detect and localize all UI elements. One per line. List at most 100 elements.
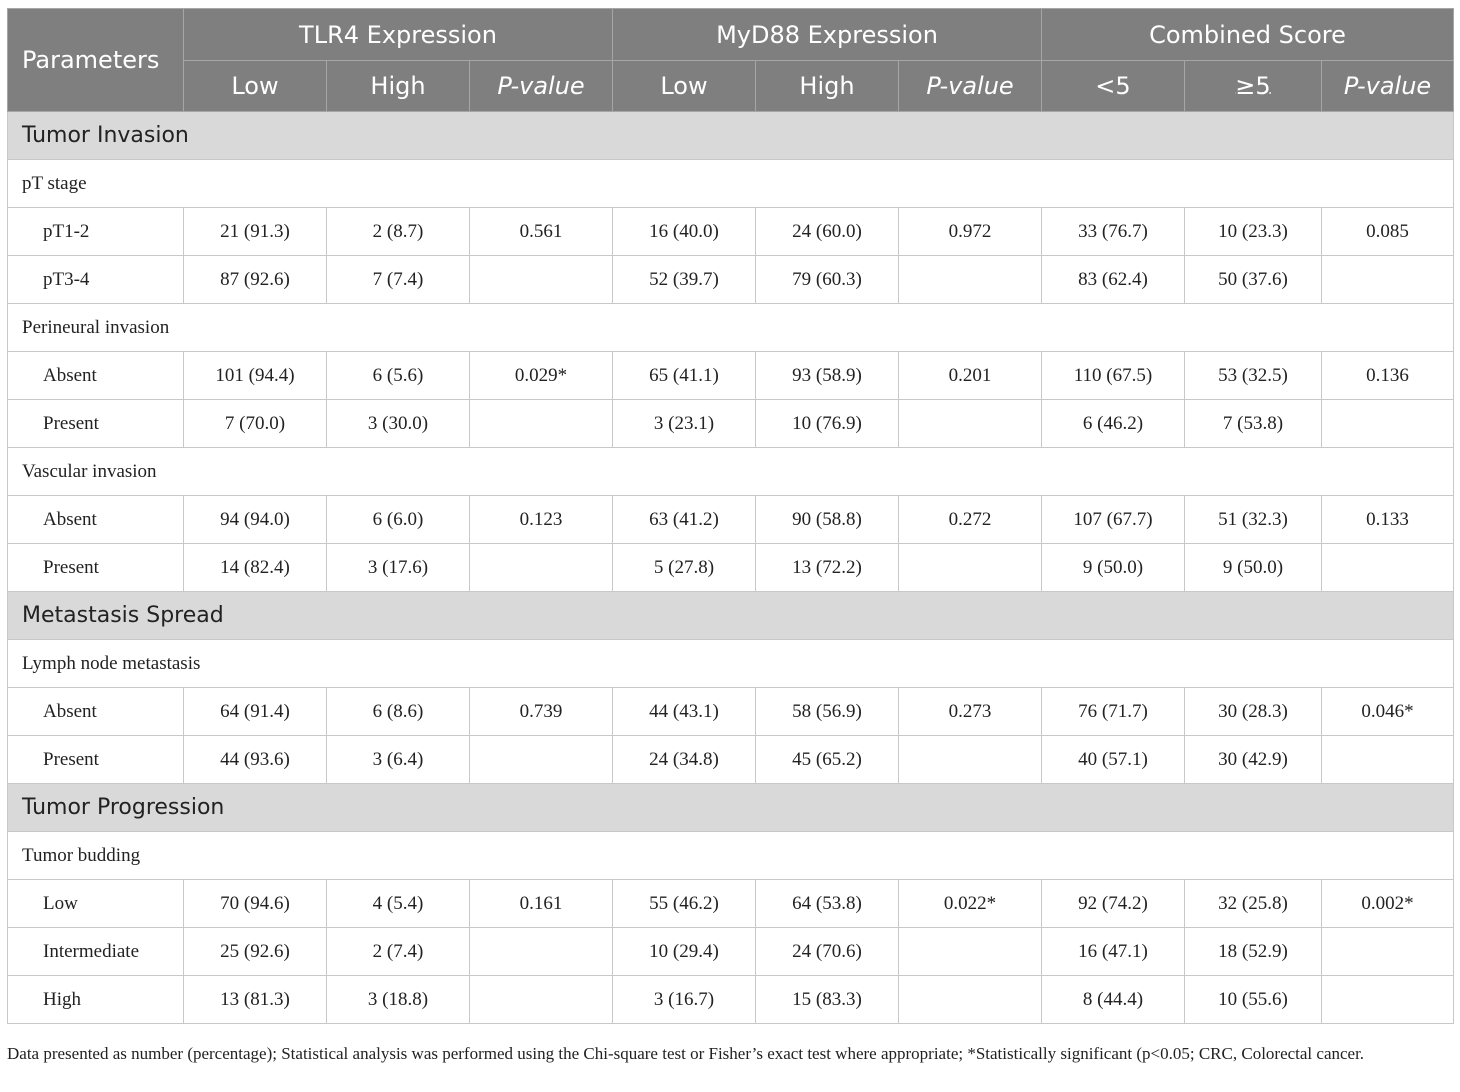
cell-myd88-low: 10 (29.4): [612, 927, 756, 976]
cell-combined-pvalue: 0.046*: [1320, 687, 1455, 736]
parameter-row: Lymph node metastasis: [6, 639, 1455, 688]
cell-myd88-low: 3 (23.1): [612, 399, 756, 448]
cell-combined-ge5: 32 (25.8): [1184, 879, 1322, 928]
section-row: Tumor Progression: [6, 783, 1455, 832]
header-combined-pvalue: P-value: [1320, 60, 1455, 112]
cell-myd88-high: 79 (60.3): [755, 255, 899, 304]
row-label: Intermediate: [7, 927, 184, 976]
cell-tlr4-pvalue: 0.123: [469, 495, 613, 544]
cell-combined-lt5: 9 (50.0): [1041, 543, 1185, 592]
parameter-row: pT stage: [6, 159, 1455, 208]
cell-tlr4-low: 13 (81.3): [183, 975, 327, 1024]
results-table: Parameters TLR4 Expression MyD88 Express…: [6, 8, 1455, 1024]
table-row: Absent 101 (94.4) 6 (5.6) 0.029* 65 (41.1) 93…: [7, 351, 1455, 400]
cell-combined-lt5: 107 (67.7): [1041, 495, 1185, 544]
cell-combined-ge5: 18 (52.9): [1184, 927, 1322, 976]
cell-combined-pvalue: 0.002*: [1320, 879, 1455, 928]
cell-tlr4-high: 3 (18.8): [326, 975, 470, 1024]
cell-myd88-low: 65 (41.1): [612, 351, 756, 400]
cell-combined-pvalue: 0.133: [1320, 495, 1455, 544]
cell-tlr4-high: 4 (5.4): [326, 879, 470, 928]
header-tlr4-low: Low: [183, 60, 327, 112]
cell-combined-lt5: 6 (46.2): [1041, 399, 1185, 448]
header-combined-ge5: ≥5: [1184, 60, 1322, 112]
cell-tlr4-pvalue: [469, 927, 613, 976]
table-row: High 13 (81.3) 3 (18.8) 3 (16.7) 15 (83.3) 8 …: [7, 975, 1455, 1024]
header-myd88-high: High: [755, 60, 899, 112]
cell-tlr4-pvalue: [469, 975, 613, 1024]
cell-combined-lt5: 76 (71.7): [1041, 687, 1185, 736]
table-row: pT1-2 21 (91.3) 2 (8.7) 0.561 16 (40.0) 24 (6…: [7, 207, 1455, 256]
cell-combined-ge5: 10 (55.6): [1184, 975, 1322, 1024]
section-title: Tumor Progression: [6, 783, 1455, 832]
section-row: Tumor Invasion: [6, 111, 1455, 160]
table-body: Tumor Invasion pT stage pT1-2 21 (91.3) 2 (8…: [6, 111, 1455, 1024]
cell-myd88-high: 10 (76.9): [755, 399, 899, 448]
cell-combined-lt5: 92 (74.2): [1041, 879, 1185, 928]
cell-tlr4-pvalue: [469, 399, 613, 448]
cell-combined-lt5: 110 (67.5): [1041, 351, 1185, 400]
cell-myd88-pvalue: 0.273: [898, 687, 1042, 736]
cell-tlr4-low: 87 (92.6): [183, 255, 327, 304]
cell-myd88-low: 16 (40.0): [612, 207, 756, 256]
cell-myd88-pvalue: [898, 255, 1042, 304]
parameter-title: Perineural invasion: [6, 303, 1455, 352]
cell-myd88-pvalue: 0.972: [898, 207, 1042, 256]
cell-myd88-high: 13 (72.2): [755, 543, 899, 592]
cell-tlr4-low: 44 (93.6): [183, 735, 327, 784]
cell-myd88-pvalue: [898, 543, 1042, 592]
cell-myd88-pvalue: 0.201: [898, 351, 1042, 400]
section-title: Tumor Invasion: [6, 111, 1455, 160]
table-row: Present 14 (82.4) 3 (17.6) 5 (27.8) 13 (72.2…: [7, 543, 1455, 592]
cell-combined-pvalue: [1320, 975, 1455, 1024]
table-row: pT3-4 87 (92.6) 7 (7.4) 52 (39.7) 79 (60.3) 8…: [7, 255, 1455, 304]
header-group-tlr4: TLR4 Expression: [183, 8, 613, 61]
cell-myd88-pvalue: [898, 399, 1042, 448]
header-parameters: Parameters: [7, 8, 184, 112]
cell-myd88-high: 15 (83.3): [755, 975, 899, 1024]
cell-tlr4-high: 3 (30.0): [326, 399, 470, 448]
cell-combined-ge5: 10 (23.3): [1184, 207, 1322, 256]
cell-myd88-pvalue: [898, 735, 1042, 784]
cell-myd88-high: 58 (56.9): [755, 687, 899, 736]
cell-tlr4-high: 6 (5.6): [326, 351, 470, 400]
cell-combined-ge5: 53 (32.5): [1184, 351, 1322, 400]
cell-tlr4-pvalue: 0.739: [469, 687, 613, 736]
cell-tlr4-pvalue: [469, 735, 613, 784]
cell-tlr4-high: 6 (8.6): [326, 687, 470, 736]
cell-tlr4-pvalue: 0.561: [469, 207, 613, 256]
cell-tlr4-low: 101 (94.4): [183, 351, 327, 400]
cell-myd88-low: 24 (34.8): [612, 735, 756, 784]
table-header: Parameters TLR4 Expression MyD88 Express…: [7, 8, 1455, 112]
cell-myd88-high: 90 (58.8): [755, 495, 899, 544]
parameter-title: Lymph node metastasis: [6, 639, 1455, 688]
header-group-myd88: MyD88 Expression: [612, 8, 1042, 61]
cell-combined-ge5: 30 (28.3): [1184, 687, 1322, 736]
cell-tlr4-low: 70 (94.6): [183, 879, 327, 928]
cell-tlr4-low: 14 (82.4): [183, 543, 327, 592]
cell-tlr4-low: 64 (91.4): [183, 687, 327, 736]
cell-tlr4-pvalue: [469, 543, 613, 592]
cell-tlr4-high: 2 (8.7): [326, 207, 470, 256]
table-footnote: Data presented as number (percentage); S…: [7, 1044, 1365, 1063]
cell-myd88-pvalue: 0.022*: [898, 879, 1042, 928]
cell-tlr4-low: 94 (94.0): [183, 495, 327, 544]
row-label: Present: [7, 735, 184, 784]
parameter-row: Tumor budding: [6, 831, 1455, 880]
cell-tlr4-high: 2 (7.4): [326, 927, 470, 976]
cell-combined-pvalue: 0.136: [1320, 351, 1455, 400]
table-row: Absent 94 (94.0) 6 (6.0) 0.123 63 (41.2) 90 (…: [7, 495, 1455, 544]
cell-combined-ge5: 51 (32.3): [1184, 495, 1322, 544]
table-row: Present 7 (70.0) 3 (30.0) 3 (23.1) 10 (76.9)…: [7, 399, 1455, 448]
cell-combined-ge5: 30 (42.9): [1184, 735, 1322, 784]
cell-myd88-high: 45 (65.2): [755, 735, 899, 784]
header-combined-lt5: <5: [1041, 60, 1185, 112]
cell-myd88-low: 52 (39.7): [612, 255, 756, 304]
cell-tlr4-pvalue: 0.161: [469, 879, 613, 928]
header-myd88-low: Low: [612, 60, 756, 112]
cell-tlr4-high: 7 (7.4): [326, 255, 470, 304]
parameter-title: Tumor budding: [6, 831, 1455, 880]
cell-myd88-high: 24 (70.6): [755, 927, 899, 976]
cell-combined-lt5: 16 (47.1): [1041, 927, 1185, 976]
cell-combined-pvalue: [1320, 255, 1455, 304]
